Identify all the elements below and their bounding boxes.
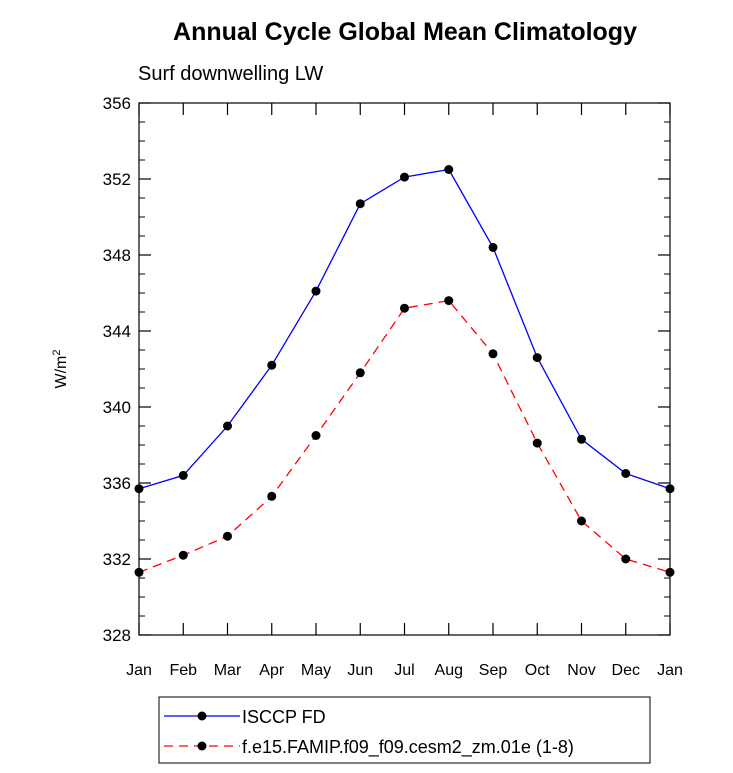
- y-tick-label: 332: [103, 550, 131, 569]
- y-tick-label: 328: [103, 626, 131, 645]
- series-1-point: [355, 368, 365, 378]
- series-1-point: [488, 349, 498, 359]
- chart-title: Annual Cycle Global Mean Climatology: [173, 18, 637, 46]
- series-0-point: [488, 242, 498, 252]
- x-tick-label: Aug: [435, 662, 463, 679]
- x-tick-label: Dec: [612, 662, 640, 679]
- y-axis-label-superscript: 2: [51, 350, 63, 356]
- legend-marker-isccp: [197, 711, 207, 721]
- series-0-point: [400, 172, 409, 182]
- series-0-point: [355, 199, 365, 209]
- legend: ISCCP FD f.e15.FAMIP.f09_f09.cesm2_zm.01…: [158, 696, 651, 764]
- legend-label-model: f.e15.FAMIP.f09_f09.cesm2_zm.01e (1-8): [242, 737, 574, 758]
- y-axis-label: W/m2: [51, 350, 70, 389]
- legend-box: [158, 696, 651, 764]
- series-1-point: [311, 431, 321, 440]
- plot-frame: [138, 102, 671, 636]
- x-tick-label: Jan: [657, 662, 683, 679]
- x-tick-label: May: [301, 662, 331, 679]
- series-1-point: [577, 516, 586, 526]
- series-1-point: [444, 296, 454, 306]
- plot-series: [134, 165, 675, 577]
- x-tick-label: Jan: [126, 662, 152, 679]
- series-1-point: [267, 491, 277, 501]
- axis-ticks: 328 332 336 340 344 348 352 356 Jan Feb Mar Apr May J…: [103, 94, 683, 679]
- x-tick-label: Mar: [214, 662, 242, 679]
- chart-subtitle: Surf downwelling LW: [138, 63, 323, 85]
- series-0-point: [444, 165, 454, 174]
- series-0-point: [267, 360, 277, 370]
- series-1-point: [621, 554, 631, 564]
- series-0-point: [532, 353, 542, 363]
- x-tick-label: Sep: [479, 662, 508, 679]
- y-tick-label: 356: [103, 94, 131, 113]
- x-tick-label: Jun: [347, 662, 373, 679]
- legend-marker-model: [197, 741, 207, 751]
- series-1-point: [178, 550, 188, 560]
- y-tick-label: 348: [103, 246, 131, 265]
- y-tick-label: 336: [103, 474, 131, 493]
- x-tick-label: Oct: [525, 662, 550, 679]
- legend-label-isccp: ISCCP FD: [242, 707, 326, 727]
- x-tick-label: Apr: [259, 662, 285, 679]
- series-0-point: [223, 421, 232, 431]
- x-tick-label: Jul: [394, 662, 414, 679]
- y-tick-label: 344: [103, 322, 131, 341]
- y-axis-label-unit: W/m: [53, 356, 70, 389]
- series-1-point: [532, 438, 542, 448]
- x-tick-label: Nov: [567, 662, 595, 679]
- x-tick-label: Feb: [169, 662, 197, 679]
- y-tick-label: 340: [103, 398, 131, 417]
- series-0-point: [311, 286, 321, 296]
- series-1-point: [400, 303, 409, 313]
- series-0-point: [621, 469, 631, 478]
- series-1-point: [223, 531, 232, 541]
- y-tick-label: 352: [103, 170, 131, 189]
- series-line-0: [138, 168, 671, 490]
- series-0-point: [178, 470, 188, 480]
- series-0-point: [577, 434, 586, 444]
